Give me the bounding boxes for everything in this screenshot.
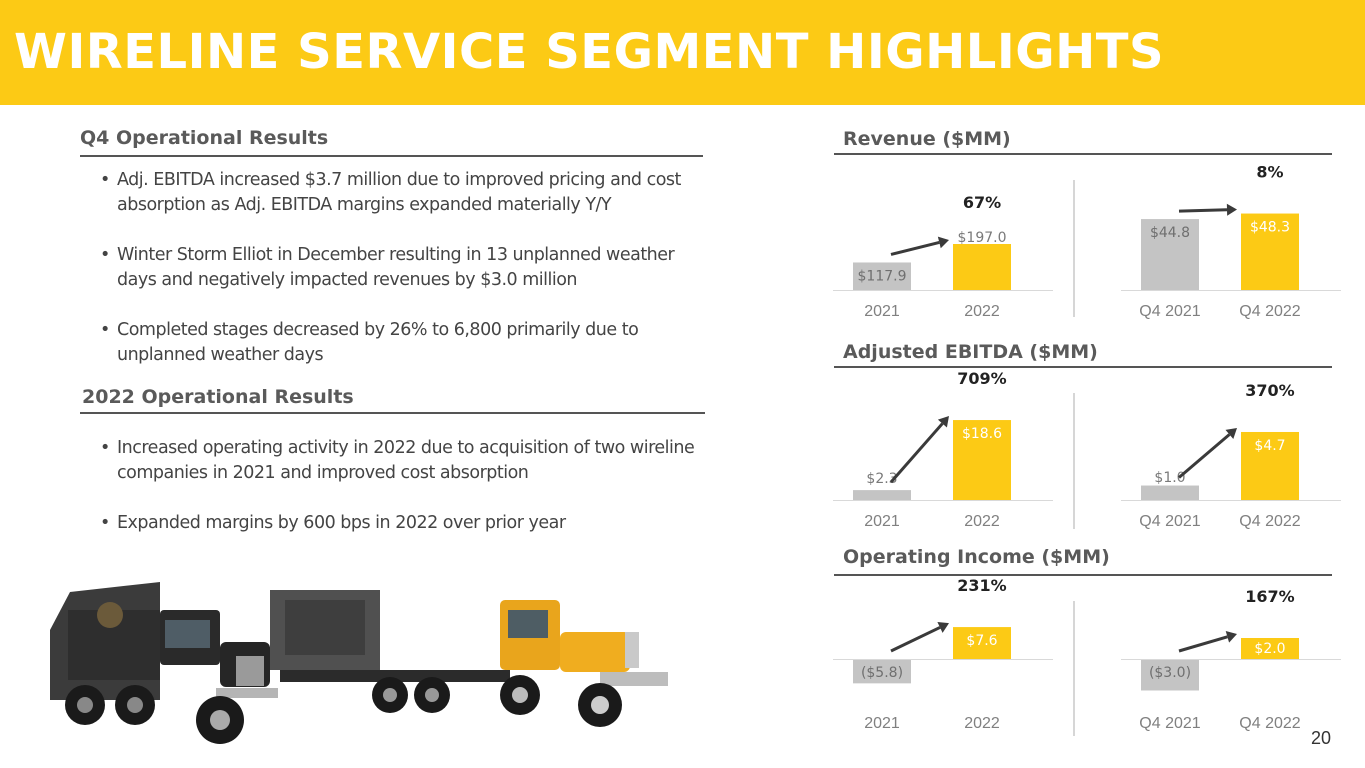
operating-income-rule	[834, 574, 1332, 576]
opinc-annual-baseline	[833, 659, 1053, 660]
opinc-annual-value-1: ($5.8)	[861, 665, 903, 681]
revenue-annual-tick-2: 2022	[964, 303, 1000, 320]
revenue-annual-growth-arrowhead	[937, 236, 949, 249]
revenue-annual-value-2: $197.0	[958, 230, 1007, 246]
revenue-q4-tick-1: Q4 2021	[1139, 303, 1200, 320]
q4-results-rule	[80, 155, 703, 157]
revenue-q4-tick-2: Q4 2022	[1239, 303, 1300, 320]
revenue-annual-baseline	[833, 290, 1053, 291]
page-title: WIRELINE SERVICE SEGMENT HIGHLIGHTS	[14, 24, 1165, 80]
fy-bullet-1: Increased operating activity in 2022 due…	[100, 436, 710, 486]
q4-bullet-1: Adj. EBITDA increased $3.7 million due t…	[100, 168, 710, 218]
ebitda-annual-value-1: $2.3	[866, 471, 897, 487]
ebitda-rule	[834, 366, 1332, 368]
revenue-annual-growth-arrow	[890, 240, 940, 256]
operating-income-divider	[1073, 601, 1075, 736]
revenue-q4-growth-arrow	[1178, 208, 1228, 213]
ebitda-q4-tick-2: Q4 2022	[1239, 513, 1300, 530]
q4-bullet-2: Winter Storm Elliot in December resultin…	[100, 243, 710, 293]
revenue-q4-value-1: $44.8	[1150, 225, 1190, 241]
ebitda-q4-growth-arrow	[1178, 433, 1231, 479]
revenue-q4-bar-2	[1241, 213, 1299, 290]
operating-income-heading: Operating Income ($MM)	[843, 546, 1110, 568]
ebitda-q4-bar-2	[1241, 431, 1299, 500]
revenue-q4-baseline	[1121, 290, 1341, 291]
fy-results-rule	[80, 412, 705, 414]
revenue-annual-bar-1	[853, 262, 911, 290]
q4-results-list: Adj. EBITDA increased $3.7 million due t…	[100, 168, 710, 368]
opinc-annual-change-label: 231%	[957, 576, 1006, 595]
opinc-annual-growth-arrowhead	[937, 622, 949, 633]
opinc-q4-change-label: 167%	[1245, 587, 1294, 606]
opinc-annual-value-2: $7.6	[966, 633, 997, 649]
ebitda-q4-tick-1: Q4 2021	[1139, 513, 1200, 530]
opinc-annual-bar-2	[953, 627, 1011, 659]
chart-headers: Revenue ($MM) Adjusted EBITDA ($MM) Oper…	[834, 128, 1332, 736]
revenue-annual-change-label: 67%	[963, 193, 1001, 212]
yellow-truck	[500, 600, 668, 727]
revenue-q4-bar-1	[1141, 219, 1199, 290]
opinc-q4-tick-2: Q4 2022	[1239, 715, 1300, 732]
ebitda-q4-bar-1	[1141, 485, 1199, 500]
q4-results-heading: Q4 Operational Results	[80, 127, 329, 149]
revenue-annual-value-1: $117.9	[858, 268, 907, 284]
opinc-q4-baseline	[1121, 659, 1341, 660]
wireline-truck-image	[50, 582, 668, 744]
ebitda-annual-bar-2	[953, 420, 1011, 500]
opinc-q4-growth-arrow	[1178, 635, 1228, 653]
ebitda-q4-value-1: $1.0	[1154, 470, 1185, 486]
opinc-annual-bar-1	[853, 659, 911, 684]
ebitda-annual-change-label: 709%	[957, 369, 1006, 388]
fy-results-list: Increased operating activity in 2022 due…	[100, 436, 710, 536]
q4-bullet-3: Completed stages decreased by 26% to 6,8…	[100, 318, 710, 368]
page-number: 20	[1311, 728, 1332, 748]
ebitda-q4-value-2: $4.7	[1254, 438, 1285, 454]
revenue-annual-tick-1: 2021	[864, 303, 900, 320]
revenue-q4-value-2: $48.3	[1250, 220, 1290, 236]
ebitda-annual-bar-1	[853, 490, 911, 500]
opinc-q4-value-2: $2.0	[1254, 641, 1285, 657]
revenue-heading: Revenue ($MM)	[843, 128, 1011, 150]
ebitda-annual-value-2: $18.6	[962, 426, 1002, 442]
ebitda-q4-change-label: 370%	[1245, 381, 1294, 400]
ebitda-heading: Adjusted EBITDA ($MM)	[843, 341, 1098, 363]
opinc-annual-tick-1: 2021	[864, 715, 900, 732]
revenue-rule	[834, 153, 1332, 155]
ebitda-divider	[1073, 393, 1075, 529]
opinc-annual-tick-2: 2022	[964, 715, 1000, 732]
revenue-q4-change-label: 8%	[1256, 163, 1283, 182]
ebitda-annual-growth-arrow	[889, 422, 944, 484]
ebitda-annual-tick-1: 2021	[864, 513, 900, 530]
fy-results-heading: 2022 Operational Results	[82, 386, 354, 408]
ebitda-q4-growth-arrowhead	[1225, 427, 1237, 440]
trailer	[270, 590, 510, 713]
revenue-q4-growth-arrowhead	[1226, 203, 1237, 216]
revenue-annual-bar-2	[953, 244, 1011, 290]
fy-bullet-2: Expanded margins by 600 bps in 2022 over…	[100, 511, 710, 536]
ebitda-annual-baseline	[833, 500, 1053, 501]
opinc-q4-bar-1	[1141, 659, 1199, 691]
chart-marks: $117.9 2021 $197.0 2022 67% $44.8 Q4 2021 $48.3…	[833, 163, 1341, 732]
opinc-annual-growth-arrow	[890, 626, 941, 653]
revenue-divider	[1073, 180, 1075, 317]
opinc-q4-tick-1: Q4 2021	[1139, 715, 1200, 732]
opinc-q4-growth-arrowhead	[1225, 631, 1237, 643]
ebitda-annual-tick-2: 2022	[964, 513, 1000, 530]
ebitda-annual-growth-arrowhead	[937, 416, 949, 428]
opinc-q4-bar-2	[1241, 638, 1299, 659]
title-banner: WIRELINE SERVICE SEGMENT HIGHLIGHTS	[0, 0, 1365, 105]
opinc-q4-value-1: ($3.0)	[1149, 665, 1191, 681]
ebitda-q4-baseline	[1121, 500, 1341, 501]
black-truck	[50, 582, 278, 744]
